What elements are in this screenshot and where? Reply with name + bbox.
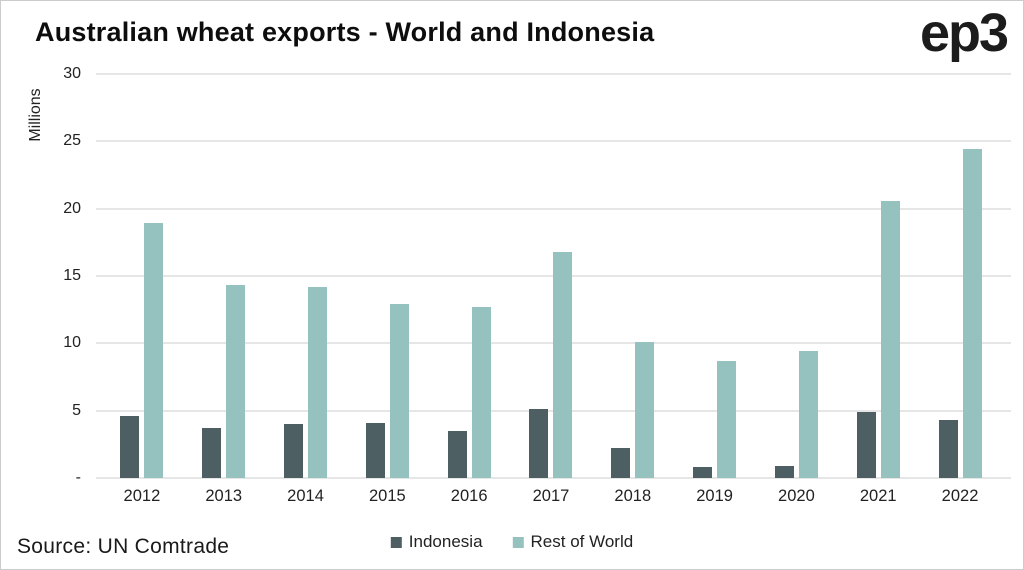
bar-group-2016: [428, 74, 510, 478]
y-tick-label-25: 25: [63, 132, 81, 150]
plot-area: [101, 74, 1001, 478]
y-tick-label-15: 15: [63, 267, 81, 284]
bar-rest-of-world-2017: [553, 252, 573, 478]
legend-swatch-icon: [512, 536, 524, 548]
bar-rest-of-world-2015: [389, 304, 409, 478]
legend-label: Indonesia: [408, 532, 483, 551]
legend-swatch-icon: [390, 536, 402, 548]
gridline-0: [96, 477, 1011, 479]
gridline-20: [96, 207, 1011, 210]
chart-title: Australian wheat exports - World and Ind…: [35, 17, 655, 47]
x-axis-label-2016: 2016: [450, 487, 488, 505]
bar-indonesia-2022: [938, 420, 958, 478]
bar-rest-of-world-2018: [635, 342, 655, 478]
x-axis-label-2017: 2017: [532, 487, 570, 505]
legend: Indonesia Rest of World: [390, 532, 634, 552]
bar-indonesia-2016: [447, 431, 467, 478]
bar-group-2019: [674, 74, 756, 478]
bar-indonesia-2019: [693, 467, 713, 478]
x-axis-label-2015: 2015: [368, 487, 406, 505]
bar-indonesia-2015: [365, 423, 385, 478]
x-axis-label-2014: 2014: [287, 487, 324, 505]
bar-group-2022: [919, 74, 1001, 478]
bar-group-2012: [101, 74, 183, 478]
bar-indonesia-2018: [611, 448, 631, 478]
bar-indonesia-2014: [284, 424, 304, 478]
y-tick-label-5: 5: [72, 401, 81, 419]
y-tick-label-10: 10: [63, 334, 81, 352]
bar-rest-of-world-2019: [717, 361, 737, 478]
x-axis-label-2019: 2019: [696, 487, 733, 505]
bar-group-2015: [346, 74, 428, 478]
bar-group-2020: [756, 74, 838, 478]
gridline-25: [96, 140, 1011, 143]
x-axis-label-2020: 2020: [778, 487, 815, 505]
bar-indonesia-2012: [120, 416, 140, 478]
bar-rest-of-world-2021: [880, 201, 900, 478]
y-tick-labels: 30 25 20 15 10 5 -: [33, 1, 81, 569]
bar-rest-of-world-2022: [962, 149, 982, 478]
bar-group-2014: [265, 74, 347, 478]
legend-item-rest-of-world: Rest of World: [512, 532, 634, 552]
bar-rest-of-world-2020: [798, 351, 818, 478]
bar-rest-of-world-2013: [226, 285, 246, 478]
bar-indonesia-2013: [202, 428, 222, 478]
bar-group-2013: [183, 74, 265, 478]
bar-indonesia-2021: [856, 412, 876, 478]
ep3-logo: ep3: [919, 3, 1009, 63]
bar-indonesia-2017: [529, 409, 549, 478]
y-tick-label-30: 30: [63, 65, 81, 82]
bar-group-2021: [837, 74, 919, 478]
x-axis-label-2013: 2013: [205, 487, 243, 505]
y-tick-label-0: -: [75, 469, 81, 486]
bar-rest-of-world-2014: [308, 287, 328, 478]
x-axis-label-2022: 2022: [941, 487, 979, 505]
legend-label: Rest of World: [530, 532, 634, 551]
x-axis-label-2018: 2018: [614, 487, 652, 505]
y-tick-label-20: 20: [63, 199, 81, 217]
x-axis-labels: 2012 2013 2014 2015 2016 2017 2018 2019 2020 2021…: [101, 487, 1001, 506]
legend-item-indonesia: Indonesia: [390, 532, 483, 552]
x-axis-label-2021: 2021: [859, 487, 897, 505]
gridline-30: [96, 73, 1011, 75]
bar-group-2017: [510, 74, 592, 478]
source-note: Source: UN Comtrade: [17, 535, 230, 558]
bar-group-2018: [592, 74, 674, 478]
bar-indonesia-2020: [774, 466, 794, 478]
bar-rest-of-world-2012: [144, 223, 164, 478]
bar-rest-of-world-2016: [471, 307, 491, 478]
x-axis-label-2012: 2012: [123, 487, 161, 505]
